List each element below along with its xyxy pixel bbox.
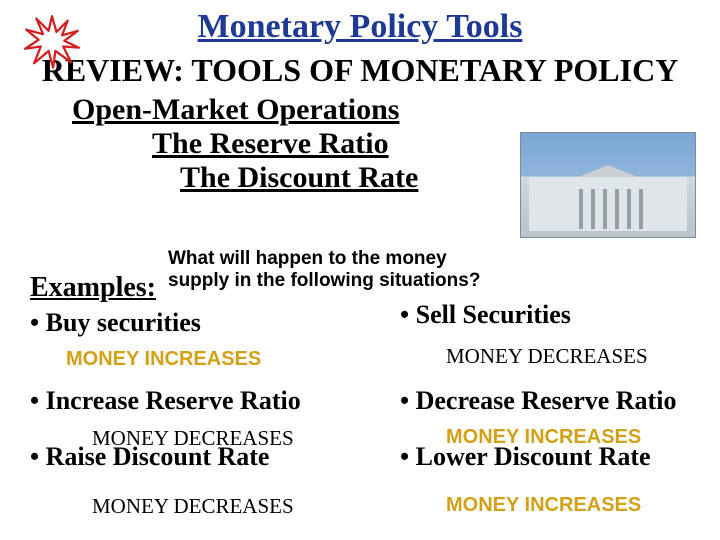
- result-buy-securities: MONEY INCREASES: [60, 348, 390, 371]
- question-line2: supply in the following situations?: [168, 270, 480, 291]
- federal-reserve-image: [520, 132, 696, 238]
- result-raise-discount: MONEY DECREASES: [86, 494, 416, 519]
- bullet-buy-securities: • Buy securities: [30, 308, 360, 338]
- bullet-sell-securities: • Sell Securities: [400, 300, 700, 330]
- result-sell-securities: MONEY DECREASES: [440, 344, 720, 369]
- examples-label: Examples:: [30, 272, 156, 304]
- bullet-lower-discount: • Lower Discount Rate: [400, 442, 700, 472]
- bullet-increase-reserve: • Increase Reserve Ratio: [30, 386, 360, 416]
- question-line1: What will happen to the money: [168, 248, 447, 269]
- tool-open-market: Open-Market Operations: [72, 93, 720, 127]
- result-lower-discount: MONEY INCREASES: [440, 494, 720, 517]
- slide-subtitle: REVIEW: TOOLS OF MONETARY POLICY: [0, 52, 720, 89]
- bullet-decrease-reserve: • Decrease Reserve Ratio: [400, 386, 700, 416]
- starburst-icon: [24, 14, 80, 70]
- bullet-raise-discount: • Raise Discount Rate: [30, 442, 360, 472]
- question-text: What will happen to the money supply in …: [168, 248, 568, 292]
- slide-title: Monetary Policy Tools: [0, 0, 720, 46]
